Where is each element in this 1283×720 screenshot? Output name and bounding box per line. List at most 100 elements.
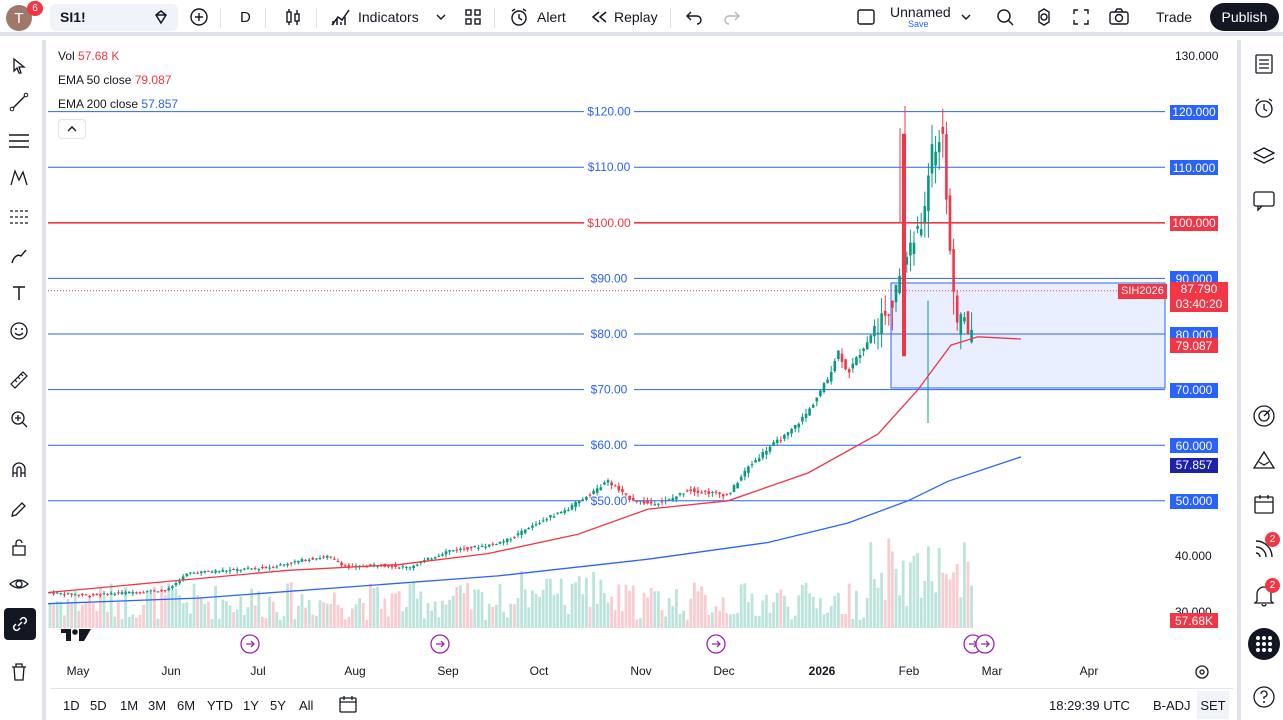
range-button-ytd[interactable]: YTD	[207, 698, 233, 713]
quick-search-icon[interactable]	[995, 4, 1015, 30]
range-button-5d[interactable]: 5D	[90, 698, 107, 713]
pattern-icon[interactable]	[7, 166, 31, 190]
mountain-icon[interactable]	[1251, 447, 1277, 473]
alert-button[interactable]: Alert	[509, 4, 566, 30]
forecast-icon[interactable]	[7, 205, 31, 229]
candle-body	[124, 592, 127, 594]
event-marker-icon[interactable]	[706, 634, 726, 654]
candle-body	[739, 476, 743, 481]
utc-clock[interactable]: 18:29:39 UTC	[1049, 698, 1130, 713]
volume-bar	[538, 596, 541, 628]
volume-bar	[484, 619, 487, 628]
hline-label: $80.00	[591, 327, 628, 341]
volume-bar	[736, 612, 739, 628]
range-button-all[interactable]: All	[299, 698, 314, 713]
publish-button[interactable]: Publish	[1210, 3, 1279, 31]
lock-icon[interactable]	[7, 535, 31, 559]
magnet-icon[interactable]	[7, 458, 31, 482]
chart-pane[interactable]: $120.00 $110.00 $100.00 $90.00 $80.00 $70.00 $…	[47, 40, 1235, 686]
undo-icon[interactable]	[685, 4, 703, 30]
eye-icon[interactable]	[7, 572, 31, 596]
redo-icon[interactable]	[723, 4, 741, 30]
symbol-search[interactable]	[50, 4, 178, 31]
layout-name[interactable]: Unnamed	[890, 4, 951, 20]
event-marker-icon[interactable]	[430, 634, 450, 654]
volume-bar	[397, 591, 401, 628]
volume-bar	[909, 562, 912, 628]
target-icon[interactable]	[1251, 403, 1277, 429]
legend-vol[interactable]: Vol 57.68 K	[58, 49, 119, 63]
candle-body	[181, 576, 185, 581]
zoom-in-icon[interactable]	[7, 407, 31, 431]
alert-label: Alert	[537, 9, 566, 25]
session-toggle[interactable]: SET	[1197, 691, 1229, 719]
legend-ema200[interactable]: EMA 200 close 57.857	[58, 97, 178, 111]
price-chart[interactable]: $120.00 $110.00 $100.00 $90.00 $80.00 $70.00 $…	[47, 40, 1235, 686]
volume-bar	[696, 591, 700, 628]
emoji-icon[interactable]	[7, 319, 31, 343]
trash-icon[interactable]	[7, 660, 31, 684]
candle-body	[131, 592, 135, 594]
range-button-1d[interactable]: 1D	[63, 698, 80, 713]
candles-icon[interactable]	[283, 4, 303, 30]
layout-checkbox-icon[interactable]	[856, 4, 876, 30]
chevron-down-icon[interactable]	[960, 4, 972, 30]
candle-body	[167, 588, 171, 590]
cursor-icon[interactable]	[7, 54, 31, 78]
text-icon[interactable]	[7, 281, 31, 305]
ruler-icon[interactable]	[7, 368, 31, 392]
add-symbol-icon[interactable]	[189, 4, 209, 30]
alarm-clock-icon[interactable]	[1251, 95, 1277, 121]
event-marker-icon[interactable]	[240, 634, 260, 654]
range-button-6m[interactable]: 6M	[177, 698, 196, 713]
hline-label-bg	[584, 103, 634, 119]
event-marker-icon[interactable]	[975, 634, 995, 654]
b-adj-toggle[interactable]: B-ADJ	[1153, 698, 1191, 713]
time-tick: Dec	[713, 664, 735, 678]
time-axis[interactable]: May Jun Jul Aug Sep Oct Nov Dec 2026 Feb Mar Apr	[48, 660, 1235, 684]
volume-bar	[570, 583, 574, 628]
legend-ema50[interactable]: EMA 50 close 79.087	[58, 73, 171, 87]
settings-gear-icon[interactable]	[1034, 4, 1054, 30]
interval-button[interactable]: D	[240, 8, 251, 26]
link-icon[interactable]	[4, 608, 36, 640]
timezone-settings-icon[interactable]	[1194, 664, 1210, 685]
layers-icon[interactable]	[1251, 143, 1277, 169]
candle-body	[315, 558, 318, 560]
date-range-icon[interactable]	[337, 695, 359, 718]
help-icon[interactable]	[1251, 684, 1277, 710]
pencil-lock-icon[interactable]	[7, 497, 31, 521]
brush-icon[interactable]	[7, 244, 31, 268]
price-axis[interactable]: 130.000 40.000 30.000 120.000 110.000 100.000…	[1165, 40, 1235, 686]
legend-collapse-button[interactable]	[58, 119, 86, 139]
range-button-1m[interactable]: 1M	[120, 698, 139, 713]
camera-icon[interactable]	[1108, 4, 1130, 30]
symbol-diamond-icon[interactable]	[152, 4, 170, 30]
candle-body	[336, 561, 340, 563]
templates-grid-icon[interactable]	[464, 4, 482, 30]
apps-grid-icon[interactable]	[1248, 628, 1280, 660]
range-rectangle[interactable]	[890, 282, 1166, 389]
volume-bar	[120, 619, 124, 628]
volume-bar	[581, 594, 585, 628]
trade-button[interactable]: Trade	[1156, 9, 1193, 25]
chat-icon[interactable]	[1251, 188, 1277, 214]
range-button-1y[interactable]: 1Y	[243, 698, 259, 713]
trend-line-icon[interactable]	[7, 90, 31, 114]
fullscreen-icon[interactable]	[1072, 4, 1090, 30]
replay-button[interactable]: Replay	[590, 4, 658, 30]
tradingview-logo[interactable]	[60, 627, 92, 648]
calendar-icon[interactable]	[1251, 491, 1277, 517]
candle-body	[837, 350, 840, 360]
watchlist-icon[interactable]	[1251, 51, 1277, 77]
candle-body	[275, 566, 279, 568]
candle-body	[822, 383, 826, 393]
layout-save-label[interactable]: Save	[908, 19, 929, 29]
chevron-down-icon[interactable]	[435, 4, 447, 30]
indicators-button[interactable]: Indicators	[330, 4, 419, 30]
top-toolbar: T 6 SI1! D Indicators Alert Replay Unnam…	[0, 0, 1283, 36]
range-button-5y[interactable]: 5Y	[270, 698, 286, 713]
candle-body	[902, 133, 906, 357]
fib-lines-icon[interactable]	[7, 129, 31, 153]
range-button-3m[interactable]: 3M	[148, 698, 167, 713]
